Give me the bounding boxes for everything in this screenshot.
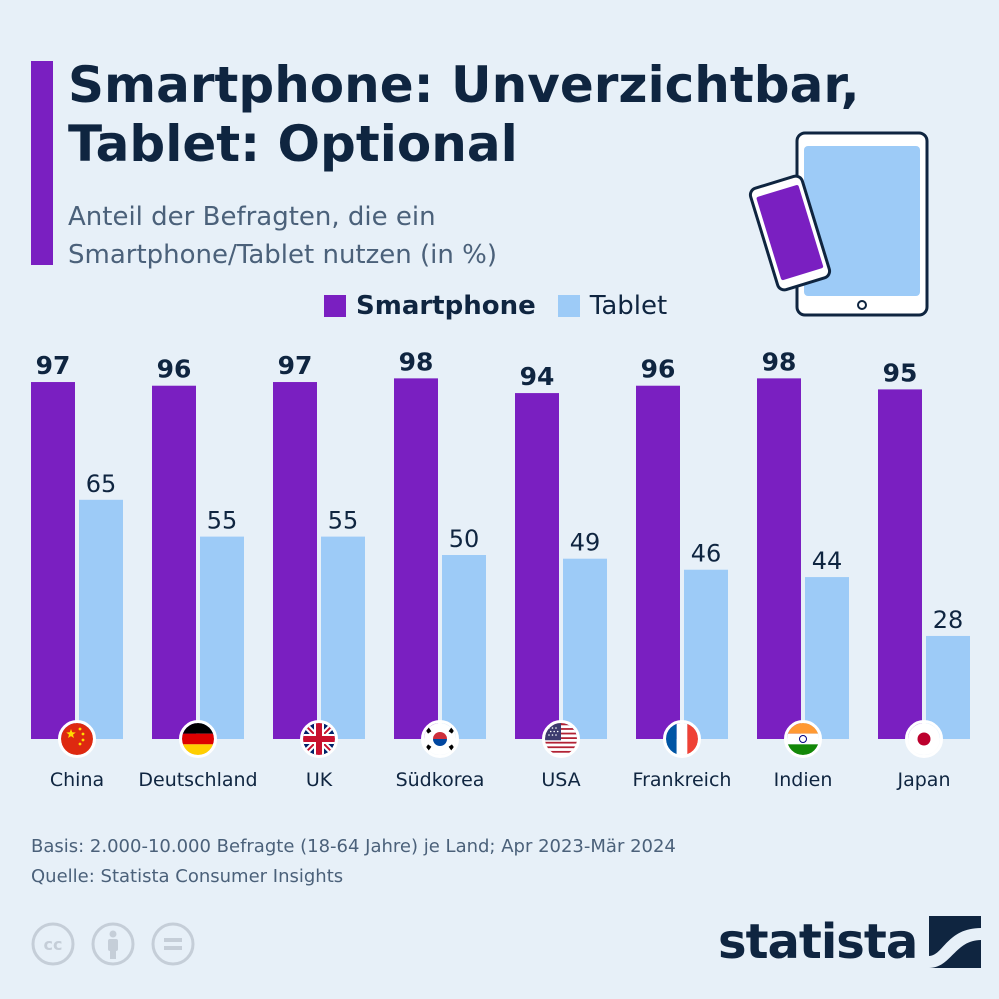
flag-germany-icon bbox=[179, 720, 217, 758]
flag-south-korea-icon bbox=[421, 720, 459, 758]
category-label-7: Japan bbox=[897, 769, 951, 791]
category-label-6: Indien bbox=[774, 769, 833, 791]
data-label-tablet-2: 55 bbox=[328, 507, 359, 535]
legend-label-tablet: Tablet bbox=[589, 291, 668, 321]
category-label-3: Südkorea bbox=[396, 769, 485, 791]
data-label-smartphone-1: 96 bbox=[157, 355, 192, 384]
statista-logo[interactable]: statista bbox=[718, 914, 982, 970]
bar-smartphone-1 bbox=[152, 385, 196, 739]
bar-tablet-6 bbox=[805, 577, 849, 739]
chart-title: Smartphone: Unverzichtbar, Tablet: Optio… bbox=[68, 56, 860, 173]
flag-china-icon bbox=[58, 720, 96, 758]
bar-smartphone-7 bbox=[878, 389, 922, 739]
bar-tablet-4 bbox=[563, 558, 607, 739]
bar-tablet-3 bbox=[442, 555, 486, 739]
chart-notes: Basis: 2.000-10.000 Befragte (18-64 Jahr… bbox=[31, 832, 676, 892]
bar-smartphone-5 bbox=[636, 385, 680, 739]
data-label-smartphone-5: 96 bbox=[641, 355, 676, 384]
chart-subtitle: Anteil der Befragten, die ein Smartphone… bbox=[68, 202, 497, 270]
legend: Smartphone Tablet bbox=[324, 290, 689, 322]
bar-smartphone-6 bbox=[757, 378, 801, 739]
legend-item-tablet: Tablet bbox=[557, 291, 668, 321]
bar-smartphone-3 bbox=[394, 378, 438, 739]
bar-tablet-7 bbox=[926, 635, 970, 739]
legend-swatch-tablet bbox=[557, 295, 580, 317]
bar-smartphone-0 bbox=[31, 382, 75, 739]
bar-tablet-1 bbox=[200, 536, 244, 739]
bar-chart: 97 65 China 96 55 Deutschland 97 55 UK 98 50 Südkor… bbox=[31, 347, 970, 791]
flag-usa-icon bbox=[542, 720, 580, 758]
attribution-icon[interactable] bbox=[90, 921, 136, 967]
category-label-4: USA bbox=[541, 769, 580, 791]
bar-tablet-0 bbox=[79, 499, 123, 739]
cc-icon[interactable]: cc bbox=[30, 921, 76, 967]
bar-tablet-2 bbox=[321, 536, 365, 739]
data-label-tablet-1: 55 bbox=[207, 507, 238, 535]
data-label-smartphone-4: 94 bbox=[520, 362, 555, 391]
data-label-smartphone-2: 97 bbox=[278, 351, 313, 380]
legend-item-smartphone: Smartphone bbox=[324, 291, 536, 321]
data-label-tablet-7: 28 bbox=[933, 606, 964, 634]
logo-text: statista bbox=[718, 914, 918, 970]
statista-logo-icon bbox=[929, 916, 982, 968]
accent-bar bbox=[31, 61, 53, 265]
bar-smartphone-2 bbox=[273, 382, 317, 739]
bar-tablet-5 bbox=[684, 569, 728, 739]
data-label-smartphone-7: 95 bbox=[883, 358, 918, 387]
no-derivatives-icon[interactable] bbox=[150, 921, 196, 967]
data-label-tablet-0: 65 bbox=[86, 470, 117, 498]
bar-smartphone-4 bbox=[515, 393, 559, 739]
data-label-tablet-5: 46 bbox=[691, 540, 722, 568]
data-label-tablet-3: 50 bbox=[449, 525, 480, 553]
data-label-smartphone-0: 97 bbox=[36, 351, 71, 380]
svg-text:cc: cc bbox=[44, 935, 63, 954]
category-label-2: UK bbox=[306, 769, 333, 791]
data-label-tablet-6: 44 bbox=[812, 547, 843, 575]
data-label-smartphone-3: 98 bbox=[399, 347, 434, 376]
legend-swatch-smartphone bbox=[324, 295, 346, 317]
legend-label-smartphone: Smartphone bbox=[356, 291, 536, 321]
flag-india-icon bbox=[784, 720, 822, 758]
flag-uk-icon bbox=[300, 720, 338, 758]
source-note: Quelle: Statista Consumer Insights bbox=[31, 866, 344, 887]
flag-france-icon bbox=[663, 720, 701, 758]
category-label-1: Deutschland bbox=[138, 769, 257, 791]
flag-japan-icon bbox=[905, 720, 943, 758]
devices-icon bbox=[748, 128, 934, 324]
data-label-smartphone-6: 98 bbox=[762, 347, 797, 376]
category-label-5: Frankreich bbox=[633, 769, 732, 791]
category-label-0: China bbox=[50, 769, 104, 791]
basis-note: Basis: 2.000-10.000 Befragte (18-64 Jahr… bbox=[31, 836, 676, 857]
license-icons: cc bbox=[30, 921, 210, 967]
data-label-tablet-4: 49 bbox=[570, 529, 601, 557]
